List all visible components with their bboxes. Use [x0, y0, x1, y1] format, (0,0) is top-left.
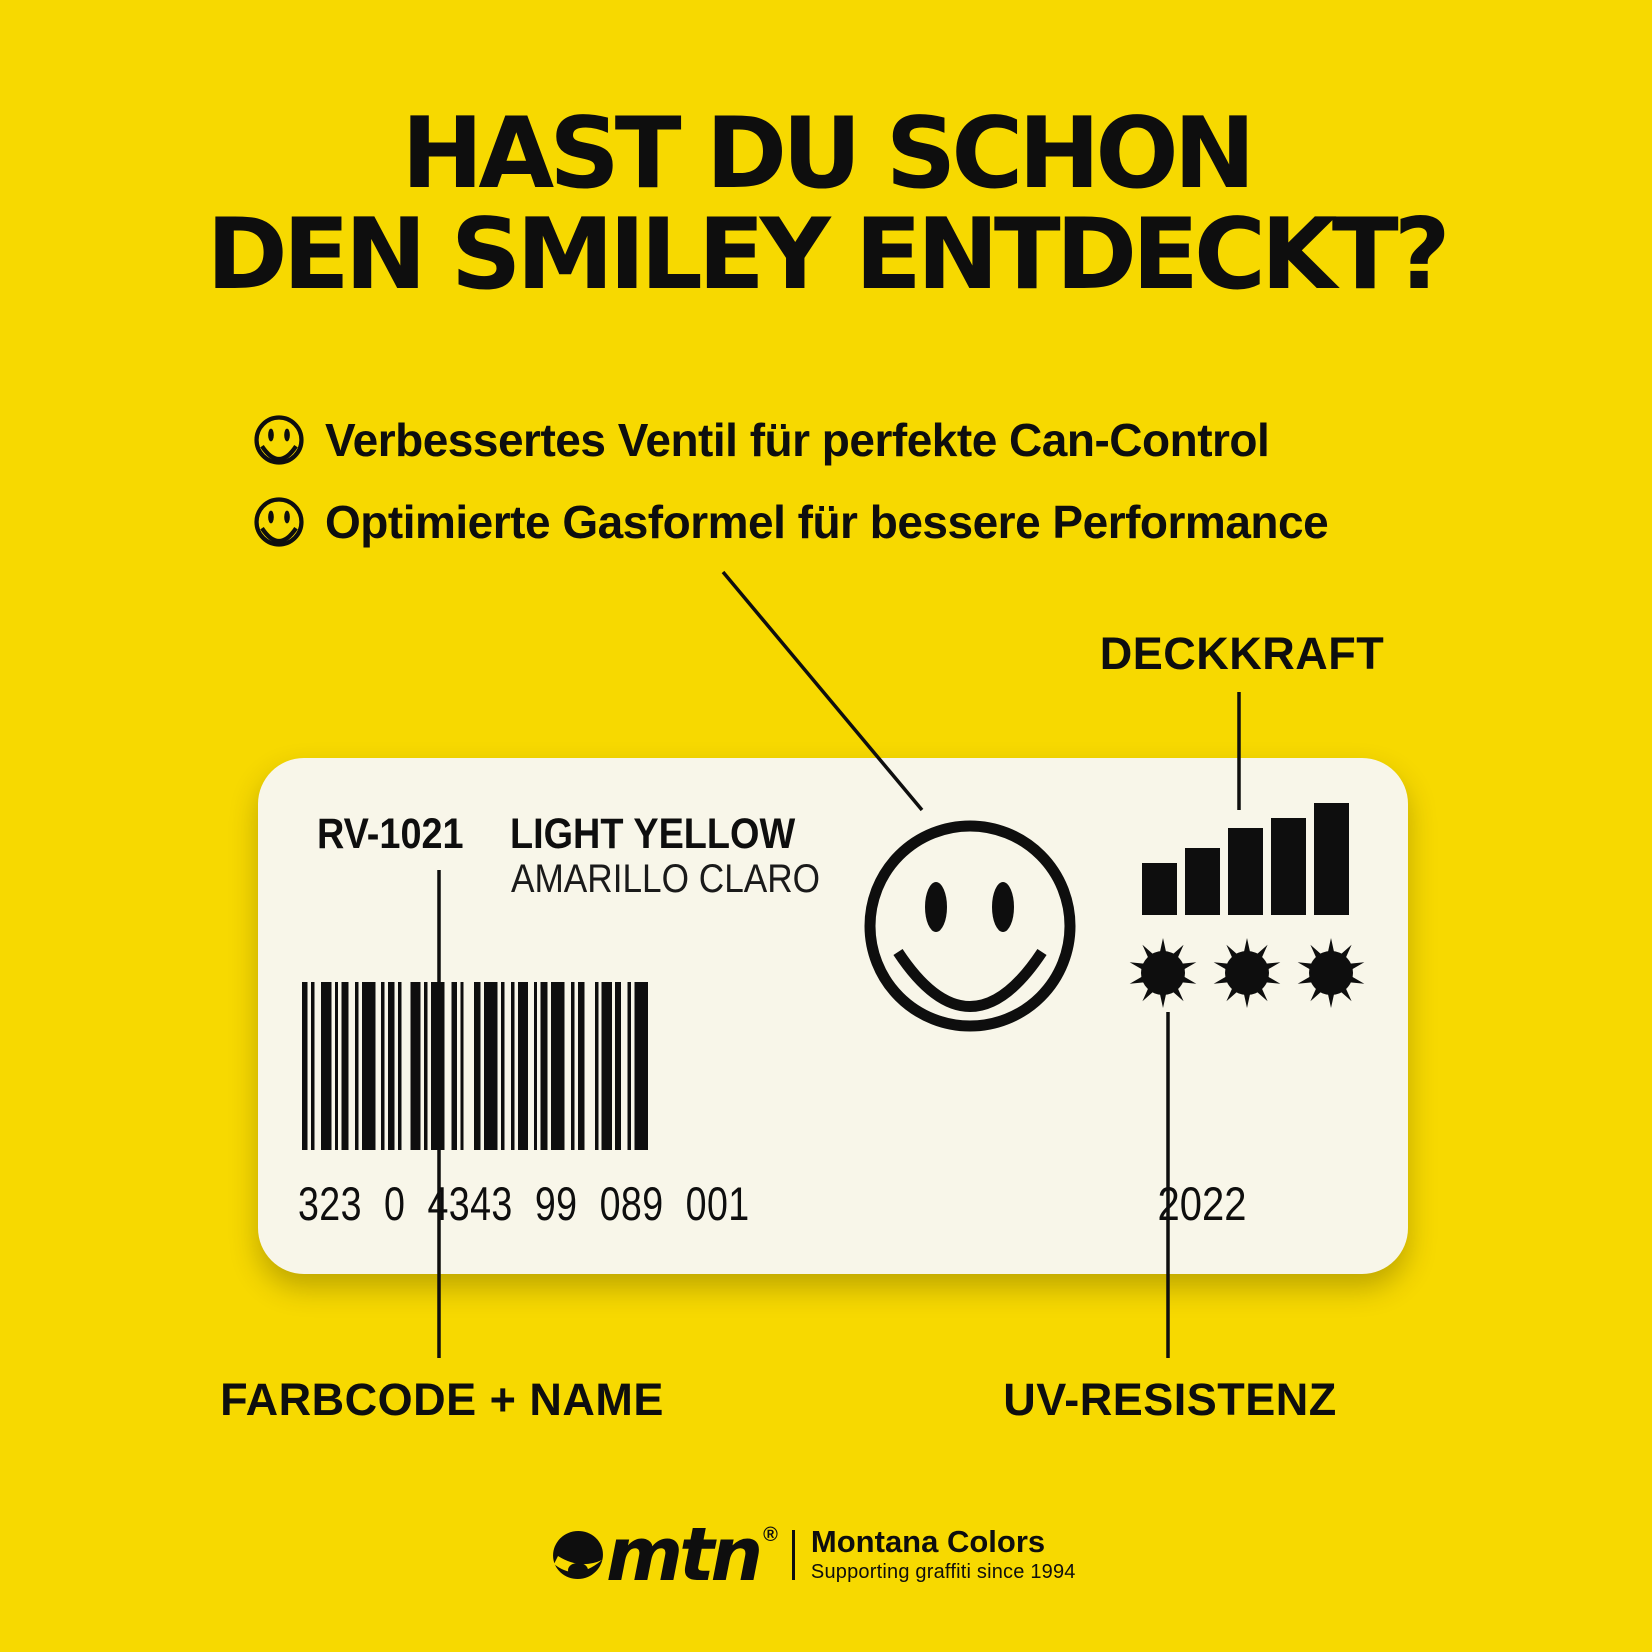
feature-item: Verbessertes Ventil für perfekte Can-Con… [253, 414, 1328, 466]
headline-line-1: HAST DU SCHON [401, 97, 1255, 211]
brand-name: Montana Colors [810, 1524, 1046, 1559]
sunburst-star-icon [1129, 938, 1197, 1008]
color-name-es: AMARILLO CLARO [511, 857, 821, 901]
opacity-bar [1314, 803, 1349, 915]
can-label: RV-1021 LIGHT YELLOW AMARILLO CLARO 323 … [258, 758, 1408, 1274]
mtn-logo-text: mtn [606, 1512, 763, 1598]
brand-tagline: Supporting graffiti since 1994 [810, 1561, 1076, 1583]
opacity-bar [1228, 828, 1263, 915]
mtn-logo-icon [553, 1530, 603, 1580]
callout-uv-resistenz: UV-RESISTENZ [1003, 1374, 1337, 1425]
opacity-bars-icon [1142, 803, 1349, 915]
opacity-bar [1271, 818, 1306, 915]
smiley-icon [254, 497, 304, 547]
year-label: 2022 [1157, 1177, 1247, 1230]
opacity-bar [1185, 848, 1220, 915]
feature-text: Optimierte Gasformel für bessere Perform… [325, 496, 1329, 548]
barcode [302, 982, 648, 1150]
sunburst-star-icon [1213, 938, 1281, 1008]
footer-divider [791, 1530, 795, 1580]
smiley-icon [254, 415, 304, 465]
headline-line-2: DEN SMILEY ENTDECKT? [206, 198, 1450, 312]
headline: HAST DU SCHON DEN SMILEY ENTDECKT? [0, 104, 1652, 306]
uv-stars-icon [1127, 937, 1399, 1009]
footer-brand-bar: mtn ® Montana Colors Supporting graffiti… [552, 1512, 1076, 1598]
smiley-icon-large [864, 820, 1076, 1032]
callout-farbcode: FARBCODE + NAME [220, 1374, 664, 1425]
barcode-digits: 323 0 4343 99 089 001 [298, 1177, 750, 1230]
footer-text: Montana Colors Supporting graffiti since… [811, 1526, 1076, 1584]
color-name-en: LIGHT YELLOW [510, 810, 796, 858]
color-code: RV-1021 [317, 810, 464, 858]
feature-item: Optimierte Gasformel für bessere Perform… [253, 496, 1329, 548]
opacity-bar [1142, 863, 1177, 915]
feature-list: Verbessertes Ventil für perfekte Can-Con… [253, 414, 1329, 578]
feature-text: Verbessertes Ventil für perfekte Can-Con… [325, 414, 1270, 466]
registered-trademark: ® [763, 1524, 778, 1546]
sunburst-star-icon [1297, 938, 1365, 1008]
callout-deckkraft: DECKKRAFT [1099, 628, 1385, 679]
